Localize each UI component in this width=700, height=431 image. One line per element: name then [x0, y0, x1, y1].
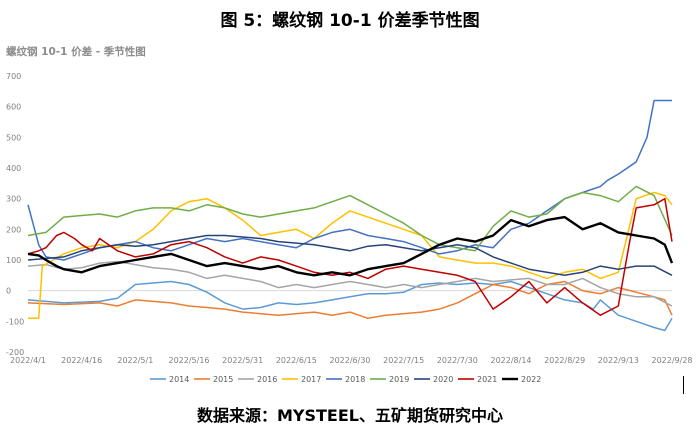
- legend-label-2019: 2019: [389, 375, 409, 384]
- x-tick-label: 2022/9/28: [651, 356, 692, 365]
- x-tick-label: 2022/6/30: [329, 356, 370, 365]
- legend-label-2020: 2020: [433, 375, 453, 384]
- x-tick-label: 2022/7/30: [437, 356, 478, 365]
- x-tick-label: 2022/8/29: [544, 356, 585, 365]
- series-line-2016: [27, 260, 673, 307]
- y-tick-label: 300: [6, 195, 21, 204]
- y-axis: 700 600 500 400 300 200 100 0 -100 -200: [6, 72, 24, 357]
- legend-label-2014: 2014: [169, 375, 189, 384]
- legend-label-2022: 2022: [521, 375, 541, 384]
- series-line-2015: [27, 280, 673, 320]
- x-tick-label: 2022/5/1: [117, 356, 153, 365]
- series-line-2022: [27, 215, 674, 277]
- legend-label-2017: 2017: [301, 375, 321, 384]
- y-tick-label: 200: [6, 225, 21, 234]
- y-tick-label: 0: [6, 287, 11, 296]
- figure-title: 图 5：螺纹钢 10-1 价差季节性图: [220, 11, 480, 31]
- x-tick-label: 2022/4/1: [10, 356, 46, 365]
- y-tick-label: -100: [6, 317, 24, 326]
- x-tick-label: 2022/5/31: [222, 356, 263, 365]
- legend: 2014 2015 2016 2017 2018 2019 2020 2021 2022: [150, 375, 541, 384]
- y-tick-label: -200: [6, 348, 24, 357]
- x-tick-label: 2022/8/14: [490, 356, 531, 365]
- legend-label-2016: 2016: [257, 375, 277, 384]
- x-tick-label: 2022/9/13: [598, 356, 639, 365]
- series-line-2021: [27, 197, 673, 316]
- x-tick-label: 2022/5/16: [168, 356, 209, 365]
- series-line-2019: [27, 185, 673, 252]
- x-tick-label: 2022/7/15: [383, 356, 424, 365]
- series-line-2018: [27, 99, 672, 261]
- series-lines: [27, 99, 674, 332]
- legend-label-2021: 2021: [477, 375, 497, 384]
- y-tick-label: 700: [6, 72, 21, 81]
- text-cursor-mark: [683, 376, 684, 394]
- x-tick-label: 2022/4/16: [61, 356, 102, 365]
- x-tick-label: 2022/6/15: [276, 356, 317, 365]
- y-tick-label: 600: [6, 103, 21, 112]
- y-tick-label: 500: [6, 133, 21, 142]
- legend-label-2018: 2018: [345, 375, 365, 384]
- y-tick-label: 100: [6, 256, 21, 265]
- series-line-2014: [27, 280, 673, 332]
- series-line-2017: [28, 191, 673, 320]
- legend-label-2015: 2015: [213, 375, 233, 384]
- series-line-2020: [27, 234, 673, 277]
- data-source-note: 数据来源：MYSTEEL、五矿期货研究中心: [196, 406, 503, 425]
- chart-title: 螺纹钢 10-1 价差 - 季节性图: [6, 46, 146, 58]
- y-tick-label: 400: [6, 164, 21, 173]
- x-axis: 2022/4/1 2022/4/16 2022/5/1 2022/5/16 2022/5…: [10, 356, 692, 365]
